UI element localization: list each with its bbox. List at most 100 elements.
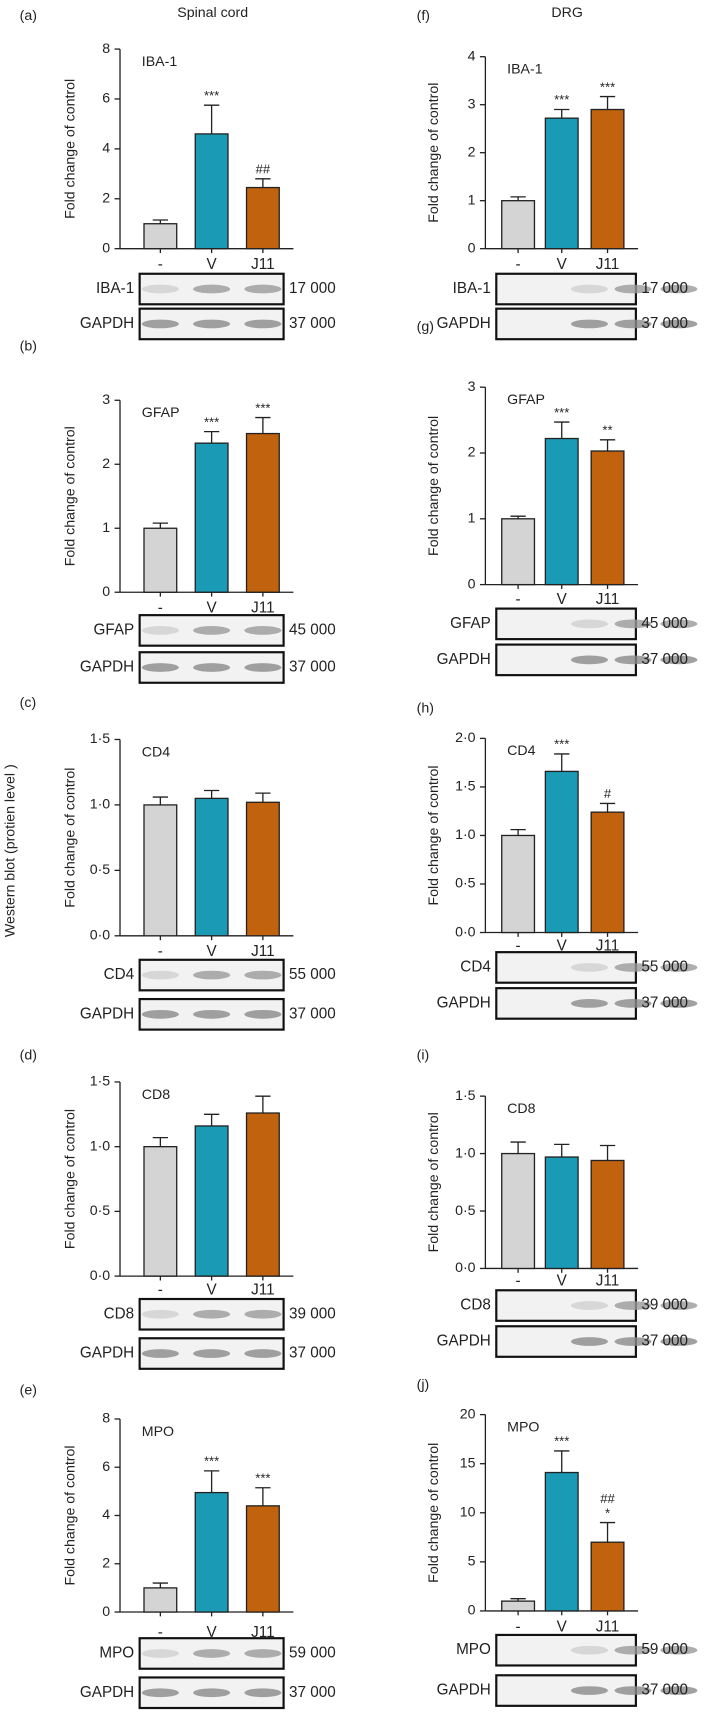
blot-band xyxy=(570,999,608,1008)
column-title: Spinal cord xyxy=(177,5,248,21)
blot-box xyxy=(495,1325,637,1358)
error-bar xyxy=(152,522,168,529)
blot-band xyxy=(244,626,282,635)
panel-title: IBA-1 xyxy=(142,54,178,70)
x-tick-label: V xyxy=(557,1273,568,1290)
bar xyxy=(194,442,229,593)
y-tick-label: 1·0 xyxy=(455,827,476,843)
bar xyxy=(544,1156,579,1270)
y-tick-label: 0·5 xyxy=(455,876,476,892)
blot-weight: 37 000 xyxy=(289,315,336,332)
y-tick-label: 2 xyxy=(468,144,476,160)
y-tick-label: 1·5 xyxy=(455,1088,476,1104)
significance-label: *** xyxy=(554,405,569,420)
blot-band xyxy=(614,284,652,294)
significance-label: ## xyxy=(256,162,271,177)
blot-protein: CD8 xyxy=(460,1297,491,1314)
blot-band xyxy=(570,619,608,629)
significance-label: *** xyxy=(554,1434,569,1449)
blot-band xyxy=(660,963,698,972)
error-bar xyxy=(152,1136,168,1147)
bar xyxy=(544,437,579,586)
y-tick-label: 0 xyxy=(468,1603,476,1619)
blot-band xyxy=(570,1686,608,1695)
x-tick-label: V xyxy=(557,591,568,608)
side-label: Western blot (protien level ) xyxy=(3,764,19,937)
blot-weight: 59 000 xyxy=(641,1641,688,1658)
blot-protein: MPO xyxy=(456,1641,491,1658)
panel-label: (c) xyxy=(20,695,37,711)
bar xyxy=(245,801,280,937)
bar xyxy=(245,186,280,250)
bar xyxy=(194,797,229,937)
blot-band xyxy=(141,1309,179,1319)
blot-protein: CD4 xyxy=(104,966,135,983)
y-tick-label: 3 xyxy=(102,392,110,408)
x-tick-label: - xyxy=(516,256,521,273)
blot-protein: GFAP xyxy=(93,621,134,638)
blot-band xyxy=(570,963,608,972)
bar xyxy=(143,804,178,937)
blot-protein: GAPDH xyxy=(80,1345,134,1362)
x-tick-label: V xyxy=(207,600,218,617)
y-tick-label: 2·0 xyxy=(455,730,476,746)
error-bar xyxy=(554,1450,570,1473)
significance-label: ** xyxy=(602,423,612,438)
blot-protein: GAPDH xyxy=(437,1682,491,1699)
significance-label: *** xyxy=(204,414,219,429)
bar xyxy=(590,450,625,586)
y-axis-label: Fold change of control xyxy=(426,1112,442,1252)
blot-band xyxy=(244,1649,282,1658)
blot-band xyxy=(614,1301,652,1310)
blot-protein: GAPDH xyxy=(437,651,491,668)
blot-band xyxy=(193,284,231,294)
x-tick-label: J11 xyxy=(251,1281,274,1298)
blot-weight: 55 000 xyxy=(289,966,336,983)
blot-band xyxy=(141,626,179,635)
x-tick-label: - xyxy=(516,938,521,955)
significance-label: *** xyxy=(204,1454,219,1469)
blot-band xyxy=(141,1649,179,1658)
error-bar xyxy=(255,1487,271,1506)
panel-title: CD4 xyxy=(142,744,170,760)
blot-protein: GAPDH xyxy=(437,1333,491,1350)
bar xyxy=(194,133,229,250)
y-tick-label: 0·5 xyxy=(455,1203,476,1219)
x-tick-label: J11 xyxy=(251,1624,274,1641)
x-tick-label: J11 xyxy=(596,591,619,608)
bar xyxy=(143,1587,178,1613)
y-tick-label: 0 xyxy=(102,240,110,256)
significance-label: *** xyxy=(554,737,569,752)
y-axis-label: Fold change of control xyxy=(426,83,442,223)
blot-weight: 37 000 xyxy=(289,1005,336,1022)
bar xyxy=(590,811,625,934)
blot-protein: IBA-1 xyxy=(453,280,491,297)
blot-weight: 37 000 xyxy=(289,1684,336,1701)
blot-band xyxy=(660,655,698,665)
blot-weight: 37 000 xyxy=(641,315,688,332)
error-bar xyxy=(554,753,570,772)
error-bar xyxy=(599,95,616,110)
blot-box xyxy=(495,307,637,341)
blot-band xyxy=(193,1009,231,1019)
blot-weight: 45 000 xyxy=(641,615,688,632)
bar xyxy=(501,1152,536,1270)
error-bar xyxy=(510,828,526,836)
bar xyxy=(501,1600,536,1612)
panel-label: (j) xyxy=(417,1377,430,1393)
error-bar xyxy=(203,104,220,134)
y-tick-label: 0·0 xyxy=(455,924,476,940)
y-tick-label: 10 xyxy=(460,1505,476,1521)
blot-band xyxy=(244,1309,282,1319)
error-bar xyxy=(599,1521,616,1543)
bar xyxy=(590,1159,625,1270)
x-tick-label: J11 xyxy=(251,600,274,617)
bar xyxy=(590,1541,625,1612)
panel-title: IBA-1 xyxy=(507,62,543,78)
y-tick-label: 2 xyxy=(102,1556,110,1572)
y-tick-label: 1·5 xyxy=(90,1074,111,1090)
y-axis-label: Fold change of control xyxy=(426,416,442,556)
bar xyxy=(501,200,536,250)
panel-title: CD4 xyxy=(507,743,535,759)
y-tick-label: 0·0 xyxy=(90,928,111,944)
